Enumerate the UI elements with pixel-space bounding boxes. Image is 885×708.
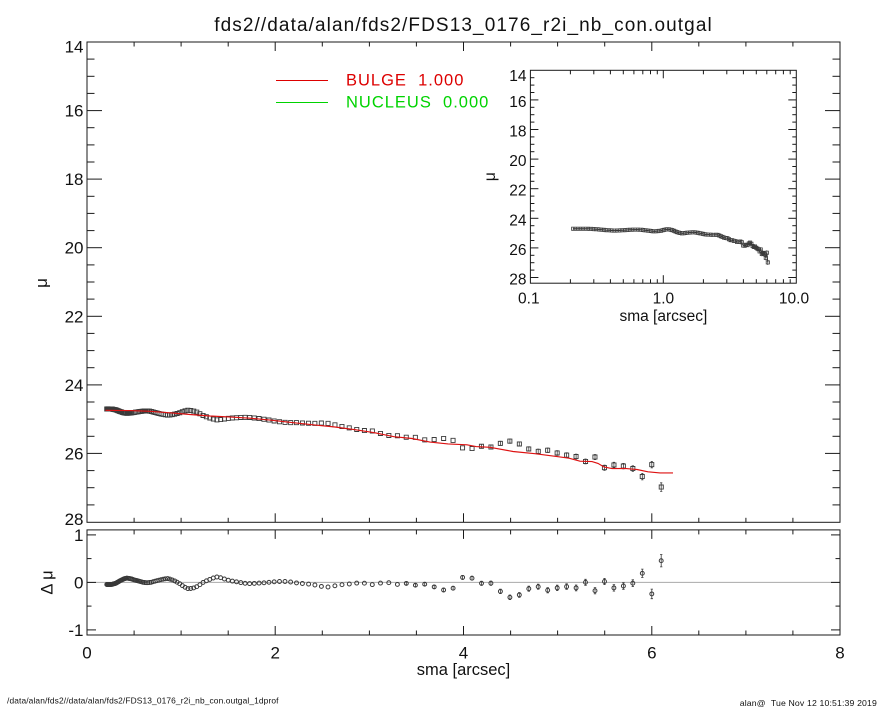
svg-text:1.0: 1.0 [653, 291, 675, 308]
svg-text:22: 22 [509, 183, 526, 200]
svg-text:sma [arcsec]: sma [arcsec] [417, 661, 511, 679]
svg-text:4: 4 [459, 644, 468, 663]
svg-text:-1: -1 [68, 621, 83, 640]
svg-text:26: 26 [65, 444, 84, 463]
svg-text:0: 0 [82, 644, 91, 663]
svg-text:6: 6 [647, 644, 656, 663]
svg-text:8: 8 [835, 644, 844, 663]
svg-text:18: 18 [509, 124, 526, 141]
svg-text:alan@ Tue Nov 12 10:51:39 201: alan@ Tue Nov 12 10:51:39 2019 [740, 698, 877, 708]
svg-text:24: 24 [509, 212, 527, 229]
svg-text:20: 20 [65, 239, 84, 258]
svg-text:18: 18 [65, 170, 84, 189]
svg-text:16: 16 [509, 94, 526, 111]
svg-text:sma [arcsec]: sma [arcsec] [619, 308, 707, 325]
svg-text:/data/alan/fds2//data/alan/fds: /data/alan/fds2//data/alan/fds2/FDS13_01… [7, 696, 279, 706]
svg-text:BULGE 1.000: BULGE 1.000 [346, 72, 464, 90]
svg-text:2: 2 [270, 644, 279, 663]
svg-text:28: 28 [509, 272, 526, 289]
svg-text:26: 26 [509, 242, 526, 259]
svg-text:10.0: 10.0 [779, 291, 810, 308]
svg-text:fds2//data/alan/fds2/FDS13_017: fds2//data/alan/fds2/FDS13_0176_r2i_nb_c… [214, 15, 713, 36]
svg-text:1: 1 [74, 526, 83, 545]
svg-text:0: 0 [74, 573, 83, 592]
svg-text:22: 22 [65, 307, 84, 326]
svg-text:NUCLEUS 0.000: NUCLEUS 0.000 [346, 94, 489, 112]
svg-text:Δ μ: Δ μ [39, 570, 57, 594]
svg-text:20: 20 [509, 153, 527, 170]
svg-text:24: 24 [65, 376, 84, 395]
svg-text:14: 14 [65, 38, 84, 57]
svg-text:0.1: 0.1 [518, 291, 540, 308]
svg-text:μ: μ [32, 278, 51, 288]
svg-text:μ: μ [482, 172, 499, 181]
svg-text:28: 28 [65, 510, 84, 529]
svg-text:14: 14 [509, 68, 527, 85]
svg-text:16: 16 [65, 102, 84, 121]
